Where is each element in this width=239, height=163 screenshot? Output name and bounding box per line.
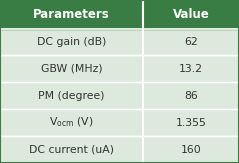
Text: Value: Value [173, 8, 210, 21]
Text: $\mathregular{V_{ocm}}$ (V): $\mathregular{V_{ocm}}$ (V) [49, 116, 94, 129]
Text: 62: 62 [184, 37, 198, 47]
Text: DC gain (dB): DC gain (dB) [37, 37, 106, 47]
Text: 160: 160 [181, 145, 201, 155]
Text: GBW (MHz): GBW (MHz) [41, 64, 103, 74]
Text: 1.355: 1.355 [176, 118, 207, 128]
Text: 86: 86 [184, 91, 198, 101]
Text: Parameters: Parameters [33, 8, 110, 21]
Text: DC current (uA): DC current (uA) [29, 145, 114, 155]
Text: PM (degree): PM (degree) [38, 91, 105, 101]
Text: 13.2: 13.2 [179, 64, 203, 74]
